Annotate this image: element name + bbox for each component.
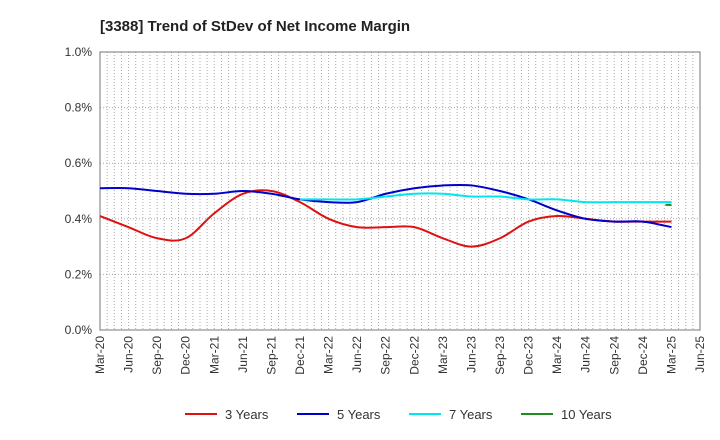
x-tick-label: Sep-22 — [379, 336, 393, 375]
x-tick-label: Jun-24 — [579, 336, 593, 373]
x-tick-label: Sep-21 — [264, 336, 278, 375]
x-tick-label: Dec-22 — [407, 336, 421, 375]
y-tick-label: 1.0% — [65, 45, 93, 59]
legend-label-10-years: 10 Years — [561, 407, 612, 422]
x-tick-label: Mar-21 — [207, 336, 221, 374]
y-tick-label: 0.2% — [65, 267, 93, 281]
y-tick-label: 0.8% — [65, 101, 93, 115]
x-axis-ticks: Mar-20 Jun-20 Sep-20 Dec-20 Mar-21 Jun-21 Sep-… — [93, 336, 707, 375]
legend-label-3-years: 3 Years — [225, 407, 269, 422]
x-tick-label: Jun-23 — [464, 336, 478, 373]
y-tick-label: 0.0% — [65, 323, 93, 337]
y-axis-ticks: 0.0% 0.2% 0.4% 0.6% 0.8% 1.0% — [65, 45, 93, 337]
x-tick-label: Sep-20 — [150, 336, 164, 375]
x-tick-label: Mar-24 — [550, 336, 564, 374]
x-tick-label: Dec-24 — [636, 336, 650, 375]
legend-label-7-years: 7 Years — [449, 407, 493, 422]
x-tick-label: Jun-20 — [122, 336, 136, 373]
series-line-5-years — [99, 183, 672, 229]
x-tick-label: Mar-25 — [664, 336, 678, 374]
series-lines — [99, 183, 672, 248]
plot-frame — [99, 51, 701, 331]
x-tick-label: Mar-23 — [436, 336, 450, 374]
x-tick-label: Jun-25 — [693, 336, 707, 373]
y-tick-label: 0.4% — [65, 212, 93, 226]
grid — [100, 52, 700, 330]
legend-label-5-years: 5 Years — [337, 407, 381, 422]
legend: 3 Years 5 Years 7 Years 10 Years — [185, 407, 612, 422]
x-tick-label: Dec-21 — [293, 336, 307, 375]
x-tick-label: Dec-23 — [522, 336, 536, 375]
x-tick-label: Dec-20 — [179, 336, 193, 375]
x-tick-label: Mar-22 — [322, 336, 336, 374]
series-line-7-years — [300, 192, 672, 204]
y-tick-label: 0.6% — [65, 156, 93, 170]
x-tick-label: Jun-22 — [350, 336, 364, 373]
x-tick-label: Jun-21 — [236, 336, 250, 373]
chart-title: [3388] Trend of StDev of Net Income Marg… — [100, 18, 410, 35]
x-tick-label: Mar-20 — [93, 336, 107, 374]
x-tick-label: Sep-23 — [493, 336, 507, 375]
x-tick-label: Sep-24 — [607, 336, 621, 375]
